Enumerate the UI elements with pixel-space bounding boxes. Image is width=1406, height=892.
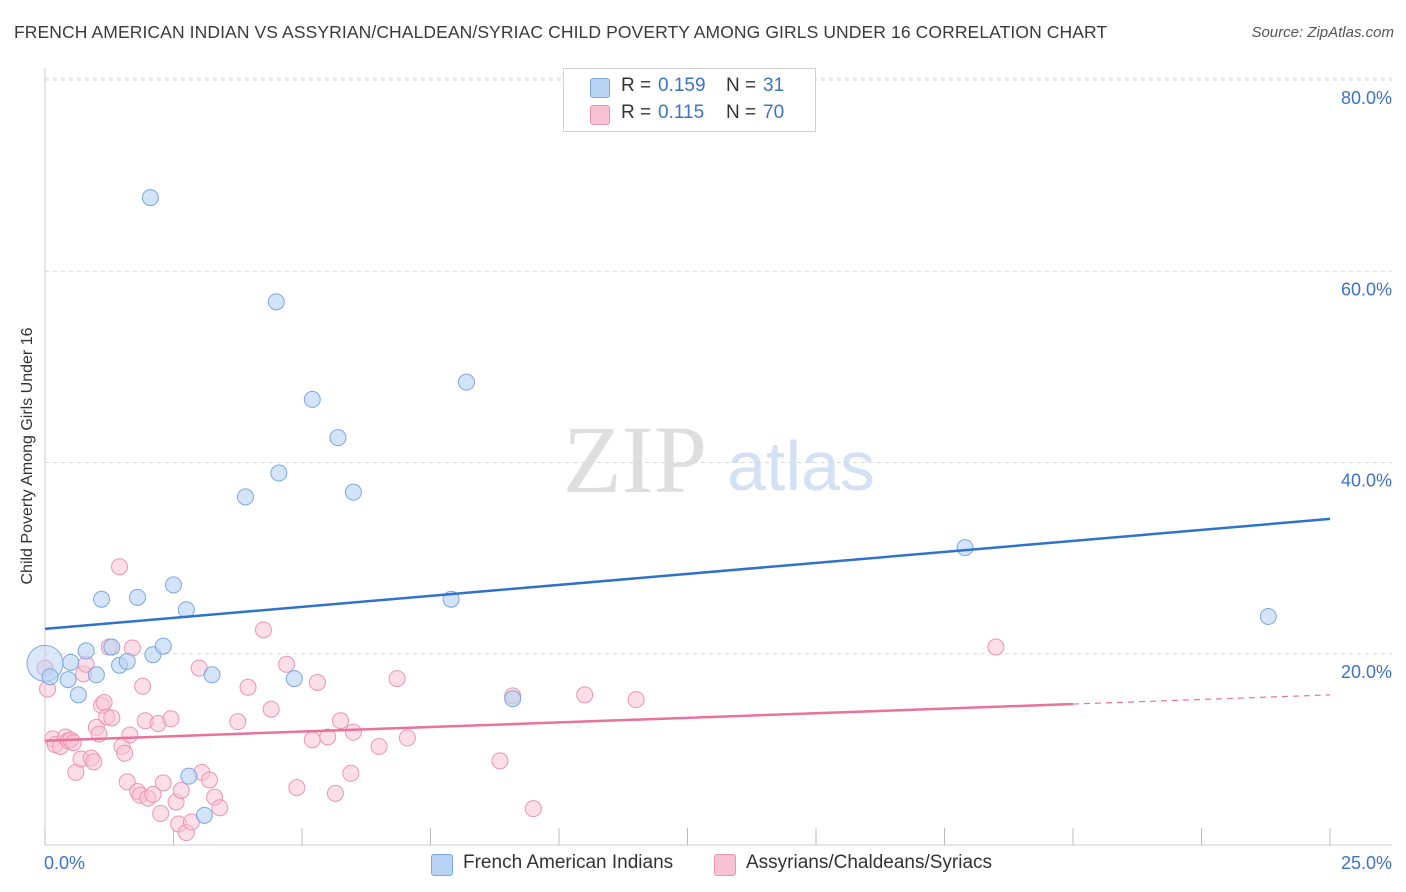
x-tick-label: 0.0% [44,853,85,873]
data-point-assyrians [987,638,1005,656]
x-tick-label: 25.0% [1341,853,1392,873]
data-point-assyrians [229,713,247,731]
data-point-assyrians [344,723,362,741]
legend-n-value: 70 [763,102,785,123]
legend-swatch-blue [431,854,453,876]
legend-r-value: 0.159 [658,75,706,96]
legend-n-label: N = [726,75,757,96]
data-point-french-american-indians [62,653,80,671]
data-point-assyrians [627,691,645,709]
data-point-assyrians [121,726,139,744]
data-point-assyrians [388,670,406,688]
data-point-french-american-indians [69,686,87,704]
data-point-french-american-indians [154,637,172,655]
data-point-assyrians [342,764,360,782]
legend-swatch-pink [590,105,610,125]
series-legend: French American Indians Assyrians/Chalde… [0,850,1406,880]
data-point-assyrians [524,800,542,818]
data-point-assyrians [303,731,321,749]
data-point-assyrians [211,799,229,817]
data-point-french-american-indians [236,488,254,506]
data-point-assyrians [319,728,337,746]
legend-n-value: 31 [763,75,785,96]
data-point-assyrians [172,781,190,799]
data-point-assyrians [95,694,113,712]
data-point-french-american-indians [41,668,59,686]
data-point-assyrians [576,686,594,704]
data-point-assyrians [262,700,280,718]
legend-swatch-blue [590,78,610,98]
legend-label: Assyrians/Chaldeans/Syriacs [746,852,993,873]
data-point-french-american-indians [457,373,475,391]
data-point-french-american-indians [141,189,159,207]
data-point-assyrians [64,734,82,752]
y-axis-label: Child Poverty Among Girls Under 16 [19,327,36,585]
data-point-french-american-indians [329,429,347,447]
data-point-french-american-indians [59,671,77,689]
data-point-assyrians [288,779,306,797]
data-point-assyrians [370,738,388,756]
data-point-french-american-indians [504,690,522,708]
data-point-french-american-indians [303,390,321,408]
trendline-assyrians-extension [1072,694,1331,705]
legend-swatch-pink [714,854,736,876]
legend-r-label: R = [621,75,652,96]
data-point-assyrians [162,710,180,728]
data-point-assyrians [85,753,103,771]
data-point-french-american-indians [270,464,288,482]
legend-r-label: R = [621,102,652,123]
legend-row-assyrians: R = 0.115 N = 70 [564,102,815,126]
data-point-french-american-indians [118,652,136,670]
data-point-assyrians [111,558,129,576]
data-point-french-american-indians [129,588,147,606]
data-point-french-american-indians [103,638,121,656]
y-tick-label: 40.0% [1341,471,1392,491]
trendline-assyrians [44,702,1074,743]
data-point-french-american-indians [267,293,285,311]
data-point-french-american-indians [93,590,111,608]
chart-title: FRENCH AMERICAN INDIAN VS ASSYRIAN/CHALD… [14,22,1108,42]
data-point-assyrians [332,712,350,730]
data-point-assyrians [152,804,170,822]
trendline-french-american-indians [44,517,1331,631]
legend-row-french-american-indians: R = 0.159 N = 31 [564,75,815,99]
data-point-french-american-indians [195,806,213,824]
data-point-french-american-indians [180,767,198,785]
legend-label: French American Indians [463,852,674,873]
legend-n-label: N = [726,102,757,123]
data-point-french-american-indians [344,483,362,501]
data-point-assyrians [134,677,152,695]
watermark-zip: ZIP [563,406,707,513]
data-point-assyrians [491,752,509,770]
data-point-french-american-indians [285,670,303,688]
data-point-french-american-indians [77,642,95,660]
data-point-french-american-indians [956,539,974,557]
data-point-assyrians [254,621,272,639]
data-point-assyrians [116,744,134,762]
data-point-french-american-indians [87,666,105,684]
data-point-assyrians [326,784,344,802]
data-point-french-american-indians [1259,607,1277,625]
correlation-legend: R = 0.159 N = 31 R = 0.115 N = 70 [563,68,816,132]
data-point-assyrians [200,771,218,789]
data-point-assyrians [144,785,162,803]
data-point-assyrians [154,774,172,792]
data-point-assyrians [278,655,296,673]
legend-r-value: 0.115 [658,102,705,123]
data-point-french-american-indians [165,576,182,594]
data-point-assyrians [308,673,326,691]
source-label: Source: ZipAtlas.com [1251,24,1394,41]
data-point-assyrians [398,729,416,747]
data-point-assyrians [103,709,121,727]
y-tick-label: 60.0% [1341,279,1392,299]
data-point-assyrians [239,678,257,696]
data-point-french-american-indians [203,666,221,684]
watermark-atlas: atlas [727,427,875,505]
y-tick-label: 20.0% [1341,662,1392,682]
y-tick-label: 80.0% [1341,88,1392,108]
